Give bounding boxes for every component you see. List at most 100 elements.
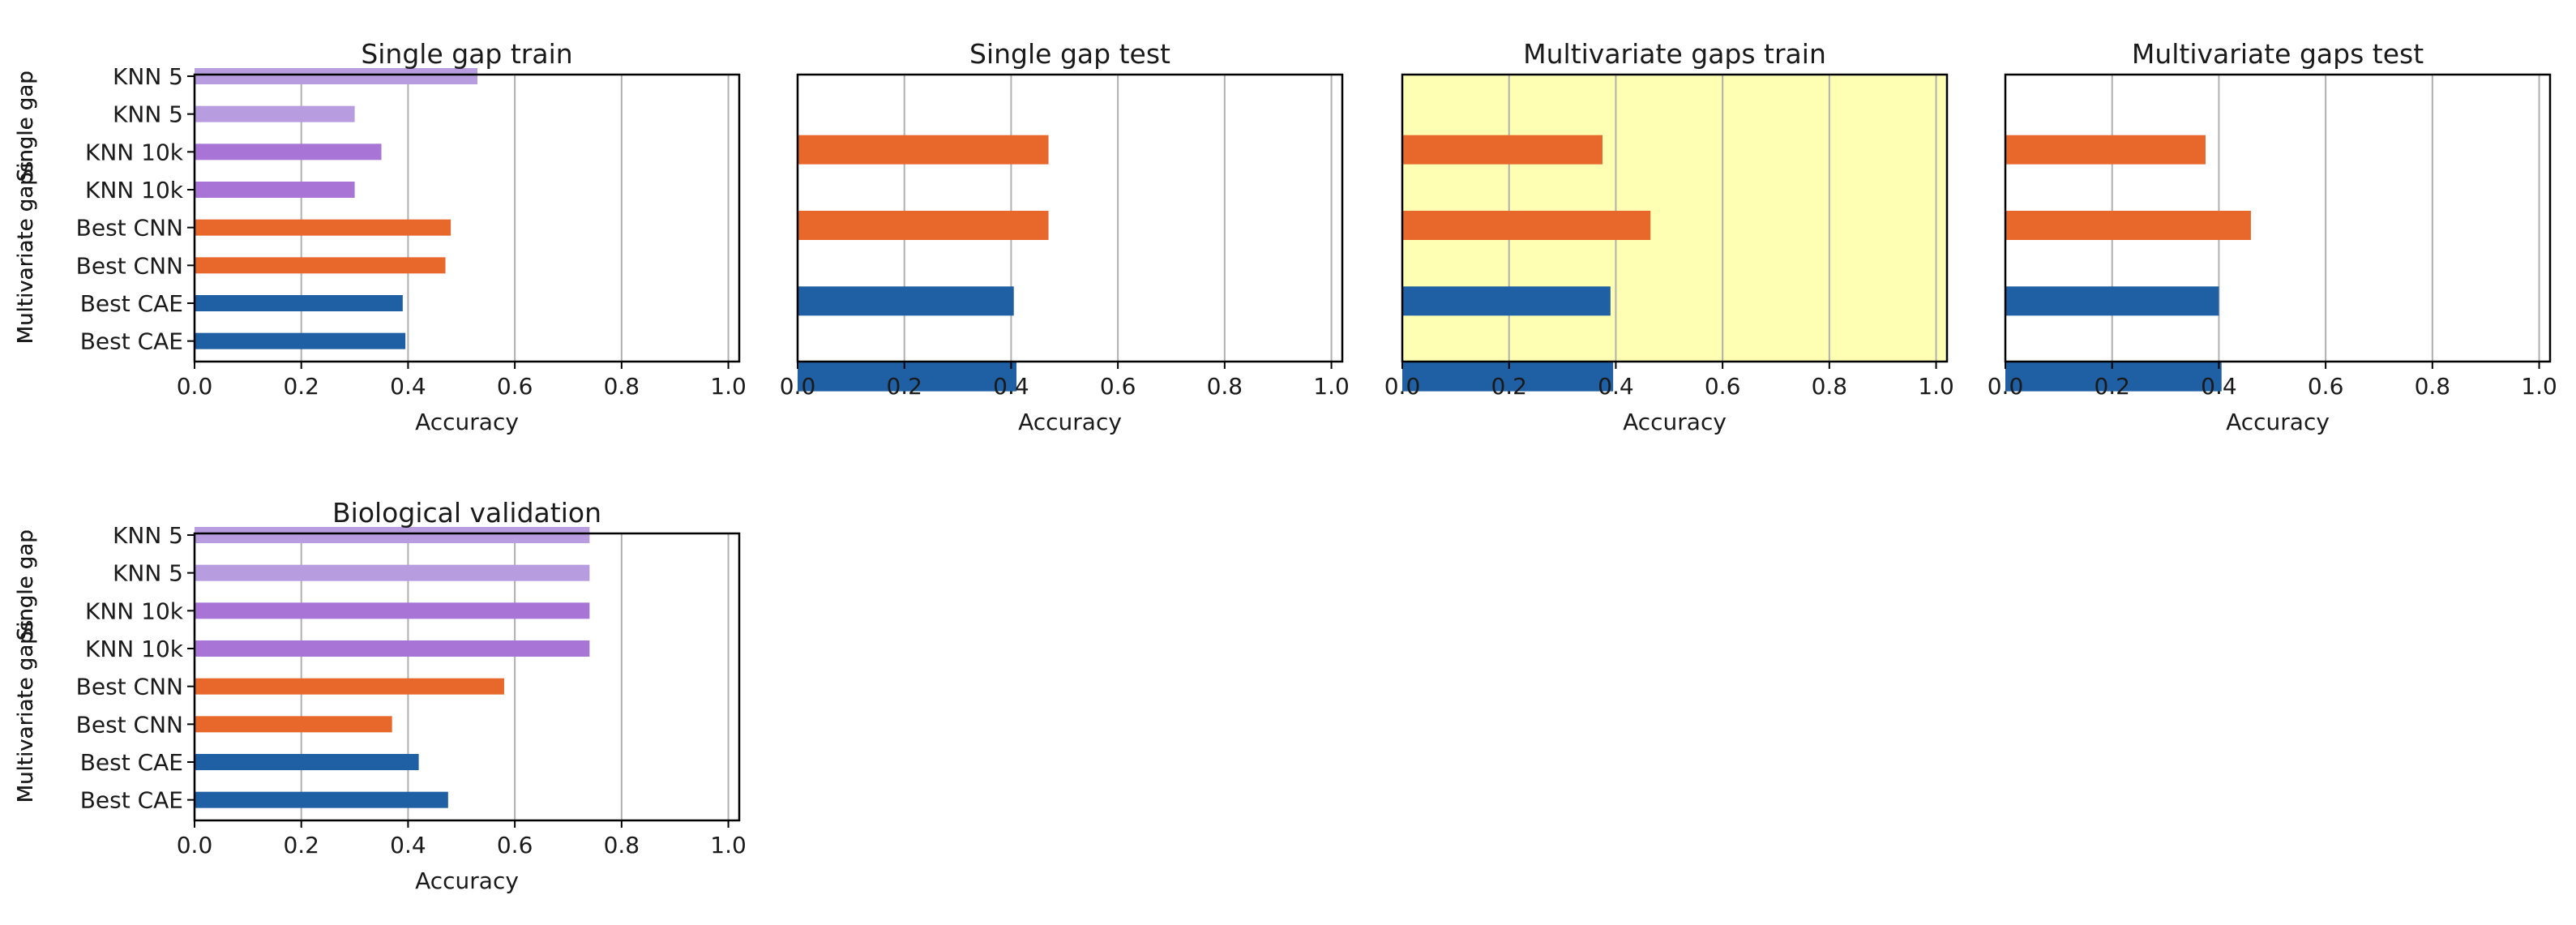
chart-panel-4: 0.0 0.2 0.4 0.6 0.8 1.0 Accuracy Multivariate g… xyxy=(1988,38,2557,435)
y-group-label: Multivariate gaps xyxy=(14,620,38,803)
bar-4 xyxy=(2005,211,2251,240)
x-tick-label: 1.0 xyxy=(1918,373,1954,400)
bar-4 xyxy=(195,182,355,198)
x-tick-label: 0.4 xyxy=(1598,373,1634,400)
x-tick-label: 0.8 xyxy=(2415,373,2451,400)
y-group-label: Multivariate gaps xyxy=(14,161,38,345)
y-tick-label: KNN 5 xyxy=(113,522,183,549)
x-tick-label: 0.6 xyxy=(2308,373,2344,400)
bar-2 xyxy=(2005,135,2206,165)
y-tick-label: KNN 10k xyxy=(85,597,184,624)
chart-panel-2: 0.0 0.2 0.4 0.6 0.8 1.0 Accuracy Single gap tes… xyxy=(780,38,1350,435)
chart-title: Biological validation xyxy=(332,497,601,529)
y-group-label: Single gap xyxy=(14,71,38,182)
x-tick-label: 0.0 xyxy=(177,832,213,859)
x-tick-label: 0.0 xyxy=(1384,373,1421,400)
bar-6 xyxy=(2005,286,2219,316)
bar-6 xyxy=(195,257,446,274)
y-group-label: Multivariate gaps xyxy=(14,620,38,803)
y-tick-label: KNN 10k xyxy=(85,139,184,165)
bar-8 xyxy=(2005,362,2222,392)
y-group-label: Multivariate gaps xyxy=(14,620,38,803)
y-group-label: Single gap xyxy=(14,71,38,182)
bar-4 xyxy=(195,640,590,657)
bar-1 xyxy=(195,527,590,543)
bar-5 xyxy=(195,219,451,236)
x-tick-label: 0.8 xyxy=(604,832,640,859)
bar-4 xyxy=(1402,211,1651,240)
bar-6 xyxy=(195,716,392,733)
bar-8 xyxy=(195,791,448,808)
bar-4 xyxy=(798,211,1049,240)
y-group-label: Multivariate gaps xyxy=(14,620,38,803)
y-group-label: Single gap xyxy=(14,529,38,640)
x-axis-label: Accuracy xyxy=(415,867,519,894)
chart-title: Multivariate gaps train xyxy=(1523,38,1826,70)
bar-7 xyxy=(195,754,419,770)
chart-title: Single gap test xyxy=(969,38,1170,70)
bar-8 xyxy=(1402,362,1614,392)
x-tick-label: 0.6 xyxy=(1705,373,1741,400)
y-group-label: Single gap xyxy=(14,71,38,182)
x-tick-label: 0.2 xyxy=(886,373,922,400)
x-axis-label: Accuracy xyxy=(2226,409,2330,435)
y-tick-label: Best CAE xyxy=(80,290,183,317)
x-tick-label: 0.4 xyxy=(390,373,426,400)
y-tick-label: Best CNN xyxy=(76,711,183,738)
y-group-label: Multivariate gaps xyxy=(14,161,38,345)
axes-frame xyxy=(796,73,1344,363)
bar-7 xyxy=(195,295,403,311)
bar-2 xyxy=(195,564,590,581)
y-group-label: Multivariate gaps xyxy=(14,161,38,345)
x-tick-label: 1.0 xyxy=(710,373,747,400)
bar-6 xyxy=(1402,286,1611,316)
bar-1 xyxy=(195,68,478,84)
y-tick-label: KNN 5 xyxy=(113,560,183,587)
bar-6 xyxy=(798,286,1014,316)
x-tick-label: 0.4 xyxy=(2201,373,2237,400)
y-tick-label: Best CNN xyxy=(76,674,183,700)
axes-frame xyxy=(1401,73,1949,363)
x-tick-label: 0.4 xyxy=(390,832,426,859)
x-tick-label: 0.2 xyxy=(283,832,319,859)
x-tick-label: 0.4 xyxy=(993,373,1029,400)
y-tick-label: Best CAE xyxy=(80,787,183,814)
y-tick-label: Best CNN xyxy=(76,252,183,279)
plot-background xyxy=(195,75,739,362)
chart-panel-3: 0.0 0.2 0.4 0.6 0.8 1.0 Accuracy Multivariate g… xyxy=(1384,38,1954,435)
x-axis-label: Accuracy xyxy=(1623,409,1727,435)
y-tick-label: KNN 10k xyxy=(85,636,184,662)
y-tick-label: KNN 5 xyxy=(113,101,183,128)
bar-2 xyxy=(798,135,1049,165)
y-tick-label: Best CNN xyxy=(76,215,183,242)
x-tick-label: 1.0 xyxy=(710,832,747,859)
x-tick-label: 0.2 xyxy=(283,373,319,400)
x-axis-label: Accuracy xyxy=(1018,409,1122,435)
y-tick-label: Best CAE xyxy=(80,749,183,776)
axes-frame xyxy=(2004,73,2552,363)
x-tick-label: 0.2 xyxy=(2094,373,2130,400)
plot-background xyxy=(195,533,739,820)
x-tick-label: 0.6 xyxy=(497,373,533,400)
chart-title: Single gap train xyxy=(361,38,572,70)
y-tick-label: Best CAE xyxy=(80,328,183,355)
y-tick-label: KNN 5 xyxy=(113,63,183,90)
bar-2 xyxy=(1402,135,1603,165)
bar-8 xyxy=(798,362,1017,392)
x-tick-label: 0.0 xyxy=(1988,373,2024,400)
axes-frame xyxy=(193,73,741,363)
bar-2 xyxy=(195,105,355,122)
y-tick-label: KNN 10k xyxy=(85,177,184,203)
y-group-label: Single gap xyxy=(14,529,38,640)
x-tick-label: 0.8 xyxy=(604,373,640,400)
x-tick-label: 0.2 xyxy=(1491,373,1527,400)
x-tick-label: 1.0 xyxy=(2521,373,2557,400)
chart-panel-1: 0.0 0.2 0.4 0.6 0.8 1.0 Accuracy Single gap tra… xyxy=(14,38,747,435)
x-tick-label: 0.0 xyxy=(177,373,213,400)
x-axis-label: Accuracy xyxy=(415,409,519,435)
bar-3 xyxy=(195,602,590,619)
x-tick-label: 1.0 xyxy=(1313,373,1350,400)
